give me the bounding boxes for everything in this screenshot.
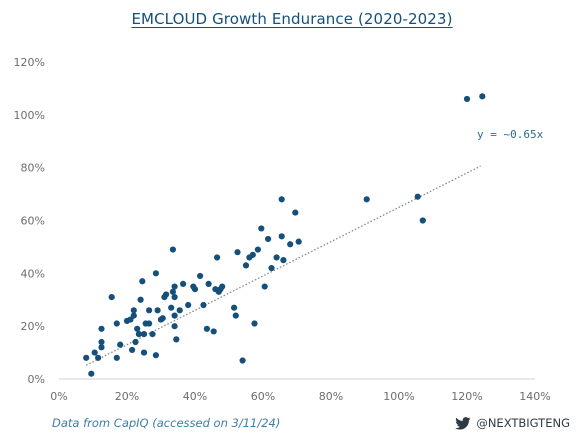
twitter-handle[interactable]: @NEXTBIGTENG — [455, 416, 570, 430]
data-point — [83, 354, 90, 361]
data-point — [419, 217, 426, 224]
data-point — [132, 338, 139, 346]
data-point — [197, 272, 204, 280]
data-point — [95, 354, 102, 361]
y-tick-label: 0% — [28, 373, 45, 386]
data-point — [265, 235, 272, 243]
twitter-bird-icon — [455, 416, 471, 430]
data-point — [171, 312, 178, 319]
y-tick-label: 20% — [21, 320, 45, 333]
data-point — [98, 338, 105, 346]
data-point — [268, 264, 275, 272]
data-point — [363, 196, 370, 203]
data-point — [242, 262, 250, 269]
data-point — [295, 238, 302, 245]
data-point — [169, 288, 176, 295]
data-point — [191, 286, 199, 293]
data-point — [171, 294, 178, 301]
data-point — [98, 344, 105, 351]
data-point — [278, 233, 285, 240]
data-point — [117, 341, 124, 348]
x-axis-ticks: 0% 20% 40% 60% 80% 100% 120% 140% — [50, 390, 550, 403]
data-point — [113, 320, 120, 327]
data-point — [146, 320, 153, 327]
data-point — [180, 280, 187, 287]
chart-title: EMCLOUD Growth Endurance (2020-2023) — [131, 10, 453, 28]
data-point — [130, 307, 137, 314]
data-point — [231, 304, 238, 311]
data-point — [203, 325, 210, 332]
data-point — [254, 246, 261, 253]
data-point — [91, 349, 98, 356]
data-point — [232, 312, 239, 319]
data-point — [205, 280, 212, 287]
y-axis-ticks: 0% 20% 40% 60% 80% 100% 120% — [14, 56, 45, 386]
data-point — [249, 251, 256, 258]
y-tick-label: 80% — [21, 162, 45, 175]
data-point — [168, 304, 175, 311]
source-note: Data from CapIQ (accessed on 3/11/24) — [52, 416, 281, 430]
handle-text[interactable]: @NEXTBIGTENG — [476, 416, 570, 430]
data-point — [135, 330, 142, 338]
data-point — [171, 283, 178, 290]
x-tick-label: 0% — [50, 390, 67, 403]
x-tick-label: 40% — [183, 390, 207, 403]
data-point — [169, 246, 176, 253]
data-point — [140, 330, 148, 338]
y-tick-label: 60% — [21, 215, 45, 228]
data-point — [98, 325, 105, 332]
data-point — [280, 257, 287, 264]
data-point — [152, 270, 159, 277]
data-point — [140, 349, 148, 356]
data-point — [176, 307, 183, 314]
data-point — [163, 291, 170, 298]
data-point — [287, 241, 294, 248]
data-point — [185, 301, 192, 309]
data-point — [113, 354, 120, 361]
x-tick-label: 60% — [251, 390, 275, 403]
x-tick-label: 120% — [451, 390, 482, 403]
y-tick-label: 100% — [14, 109, 45, 122]
data-point — [479, 93, 486, 100]
data-point — [239, 357, 246, 364]
y-tick-label: 40% — [21, 267, 45, 280]
data-point — [219, 283, 226, 290]
x-tick-label: 140% — [519, 390, 550, 403]
data-point — [130, 312, 137, 319]
x-tick-label: 100% — [383, 390, 414, 403]
data-point — [134, 325, 141, 332]
y-tick-label: 120% — [14, 56, 45, 69]
data-point — [278, 196, 285, 203]
data-point — [414, 193, 421, 200]
data-point — [154, 307, 161, 314]
data-point — [214, 254, 221, 261]
data-point — [139, 278, 146, 285]
data-point — [88, 370, 95, 377]
data-point — [261, 283, 268, 290]
data-point — [273, 254, 280, 261]
x-tick-label: 80% — [319, 390, 343, 403]
data-point — [210, 328, 217, 335]
data-point — [258, 225, 265, 232]
data-point — [251, 320, 258, 327]
data-point — [463, 95, 471, 103]
data-point — [234, 249, 241, 256]
data-points — [83, 93, 486, 377]
data-point — [146, 307, 153, 314]
data-point — [152, 352, 159, 359]
data-point — [137, 296, 144, 303]
x-tick-label: 20% — [115, 390, 139, 403]
data-point — [173, 336, 180, 343]
trendline-label: y = ~0.65x — [477, 128, 544, 141]
data-point — [200, 301, 207, 309]
data-point — [149, 330, 156, 338]
data-point — [159, 315, 166, 322]
data-point — [292, 209, 299, 216]
data-point — [108, 294, 115, 301]
data-point — [129, 346, 136, 354]
data-point — [171, 323, 178, 330]
